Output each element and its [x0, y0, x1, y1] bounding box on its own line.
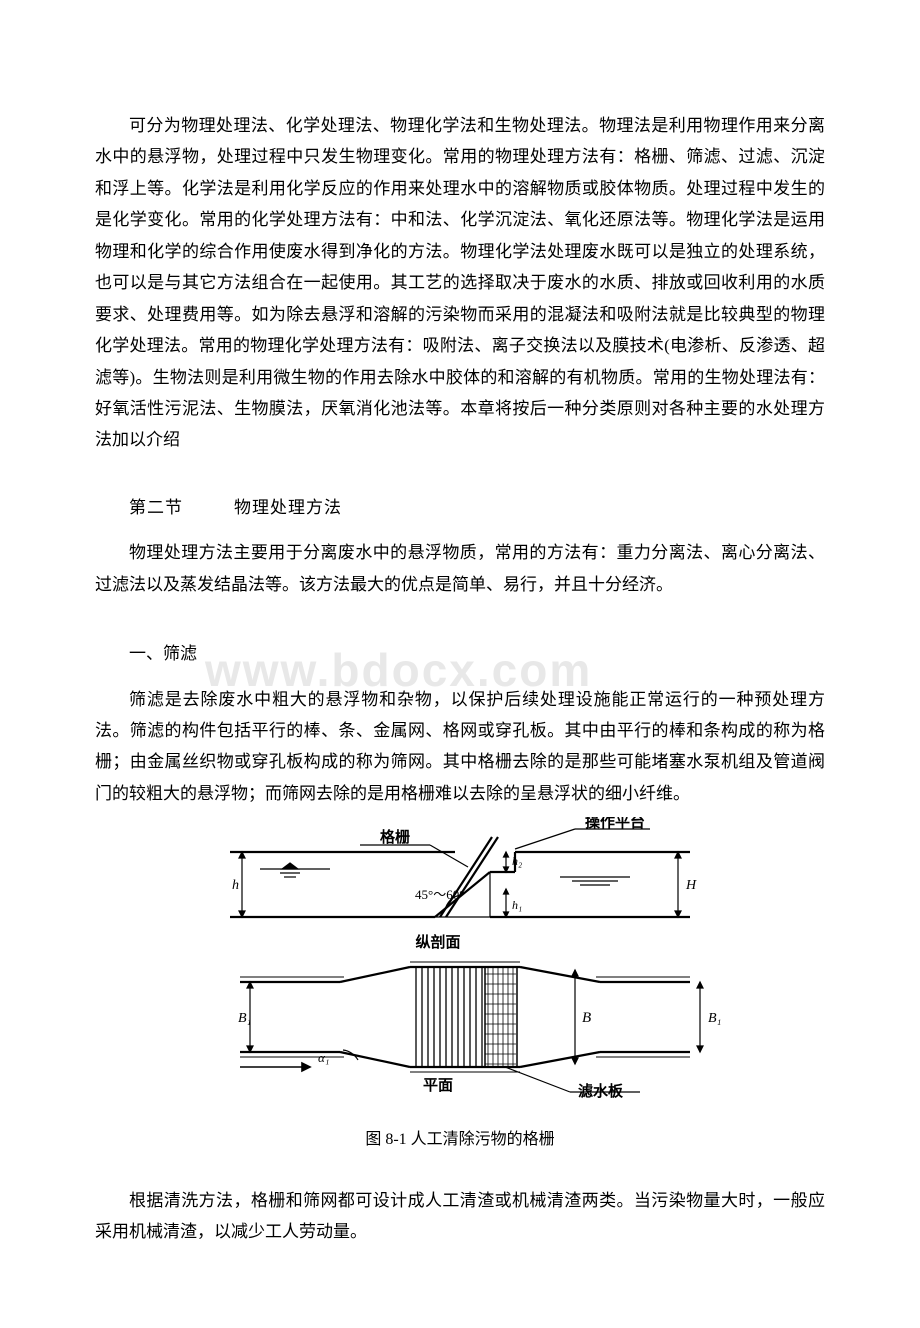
- figure-8-1: 格栅 操作平台 45°～60° h H h₂ h₁ 纵剖面: [95, 817, 825, 1155]
- label-B: B: [582, 1010, 591, 1026]
- section-title: 物理处理方法: [234, 498, 342, 517]
- subsection-heading-1: 一、筛滤: [95, 638, 825, 669]
- section-prefix: 第二节: [129, 498, 183, 517]
- label-B1-right: B₁: [708, 1011, 721, 1026]
- label-lvshuiban: 滤水板: [578, 1082, 624, 1100]
- label-geshan: 格栅: [380, 828, 410, 846]
- paragraph-filter: 筛滤是去除废水中粗大的悬浮物和杂物，以保护后续处理设施能正常运行的一种预处理方法…: [95, 684, 825, 810]
- paragraph-cleaning: 根据清洗方法，格栅和筛网都可设计成人工清渣或机械清渣两类。当污染物量大时，一般应…: [95, 1185, 825, 1248]
- paragraph-physical-intro: 物理处理方法主要用于分离废水中的悬浮物质，常用的方法有：重力分离法、离心分离法、…: [95, 537, 825, 600]
- label-a1: α₁: [318, 1050, 329, 1065]
- label-h1: h₁: [512, 898, 522, 912]
- label-zongpoumian: 纵剖面: [415, 933, 460, 951]
- label-B1-left: B₁: [238, 1011, 251, 1026]
- label-angle: 45°～60°: [415, 887, 464, 902]
- figure-diagram: 格栅 操作平台 45°～60° h H h₂ h₁ 纵剖面: [180, 817, 740, 1107]
- section-heading-2: 第二节 物理处理方法: [95, 492, 825, 523]
- figure-caption: 图 8-1 人工清除污物的格栅: [95, 1125, 825, 1155]
- label-pingmian: 平面: [423, 1077, 453, 1094]
- paragraph-intro: 可分为物理处理法、化学处理法、物理化学法和生物处理法。物理法是利用物理作用来分离…: [95, 110, 825, 456]
- label-caozuo: 操作平台: [585, 817, 645, 831]
- label-H: H: [685, 878, 697, 893]
- label-h: h: [232, 878, 239, 893]
- label-h2: h₂: [512, 854, 522, 868]
